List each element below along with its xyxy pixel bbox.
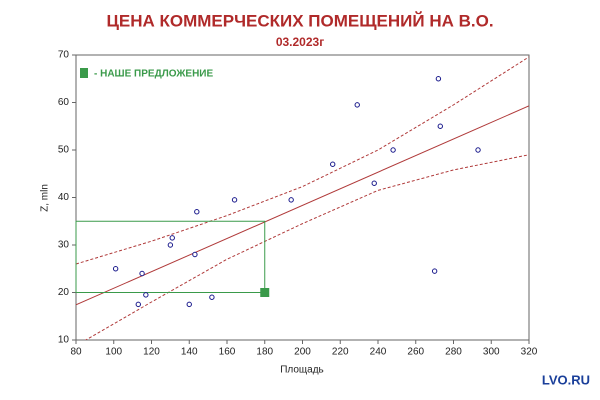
legend-swatch — [80, 68, 88, 78]
y-tick-label: 60 — [58, 97, 70, 108]
x-tick-label: 140 — [181, 347, 198, 358]
point — [194, 209, 200, 215]
point — [209, 294, 215, 300]
chart-subtitle: 03.2023г — [276, 35, 324, 49]
chart-title: ЦЕНА КОММЕРЧЕСКИХ ПОМЕЩЕНИЙ НА В.О. — [106, 11, 493, 30]
point — [186, 301, 192, 308]
point — [192, 251, 198, 258]
upper-confidence — [76, 56, 529, 265]
point — [167, 242, 174, 248]
offer-box — [75, 220, 266, 293]
y-tick-label: 70 — [58, 50, 70, 61]
point — [431, 268, 438, 274]
x-tick-label: 260 — [407, 347, 424, 358]
x-tick-label: 240 — [370, 347, 387, 358]
point — [371, 180, 377, 186]
legend-label: - НАШЕ ПРЕДЛОЖЕНИЕ — [94, 69, 213, 80]
point — [354, 102, 360, 108]
point — [231, 197, 238, 203]
point — [435, 76, 442, 82]
y-tick-label: 10 — [58, 335, 70, 346]
offer-marker — [260, 288, 270, 297]
point — [135, 301, 141, 308]
watermark: LVO.RU — [542, 372, 590, 387]
point — [139, 270, 145, 277]
point — [169, 235, 175, 241]
plot-area — [76, 56, 529, 340]
x-axis-label: Площадь — [280, 365, 324, 376]
point — [437, 123, 443, 129]
lower-confidence — [84, 154, 529, 340]
x-tick-label: 160 — [219, 347, 236, 358]
plot-frame — [75, 54, 530, 341]
y-axis-label: Z, mln — [40, 184, 51, 212]
x-tick-label: 100 — [105, 347, 122, 358]
point — [330, 161, 336, 167]
x-tick-label: 180 — [256, 347, 273, 358]
x-tick-label: 320 — [521, 347, 538, 358]
x-tick-label: 280 — [445, 347, 462, 358]
y-tick-label: 40 — [58, 192, 70, 203]
x-tick-label: 300 — [483, 347, 500, 358]
y-tick-label: 20 — [58, 287, 70, 298]
regression-line — [76, 105, 529, 306]
x-tick-label: 120 — [143, 347, 160, 358]
point — [143, 292, 149, 298]
x-tick-label: 220 — [332, 347, 349, 358]
point — [475, 147, 481, 153]
point — [112, 266, 119, 272]
y-tick-label: 50 — [58, 145, 70, 156]
point — [288, 197, 294, 203]
x-tick-label: 200 — [294, 347, 311, 358]
y-tick-label: 30 — [58, 240, 70, 251]
x-tick-label: 80 — [70, 347, 82, 358]
point — [390, 147, 396, 153]
